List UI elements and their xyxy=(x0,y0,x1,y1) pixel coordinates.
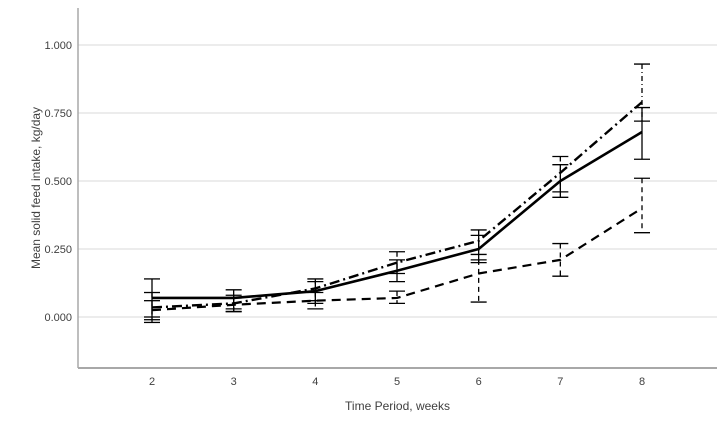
x-tick-label: 6 xyxy=(476,376,482,388)
y-tick-label: 0.500 xyxy=(44,176,72,188)
y-tick-label: 0.250 xyxy=(44,244,72,256)
y-axis-title: Mean solid feed intake, kg/day xyxy=(29,106,43,270)
x-axis-title: Time Period, weeks xyxy=(345,399,450,413)
x-tick-label: 8 xyxy=(639,376,645,388)
y-tick-label: 0.750 xyxy=(44,108,72,120)
y-tick-label: 0.000 xyxy=(44,312,72,324)
series-line-dash-dot xyxy=(151,101,643,309)
y-tick-label: 1.000 xyxy=(44,40,72,52)
x-tick-label: 4 xyxy=(312,376,318,388)
x-tick-label: 3 xyxy=(231,376,237,388)
x-tick-label: 7 xyxy=(557,376,563,388)
x-tick-label: 2 xyxy=(149,376,155,388)
x-tick-label: 5 xyxy=(394,376,400,388)
